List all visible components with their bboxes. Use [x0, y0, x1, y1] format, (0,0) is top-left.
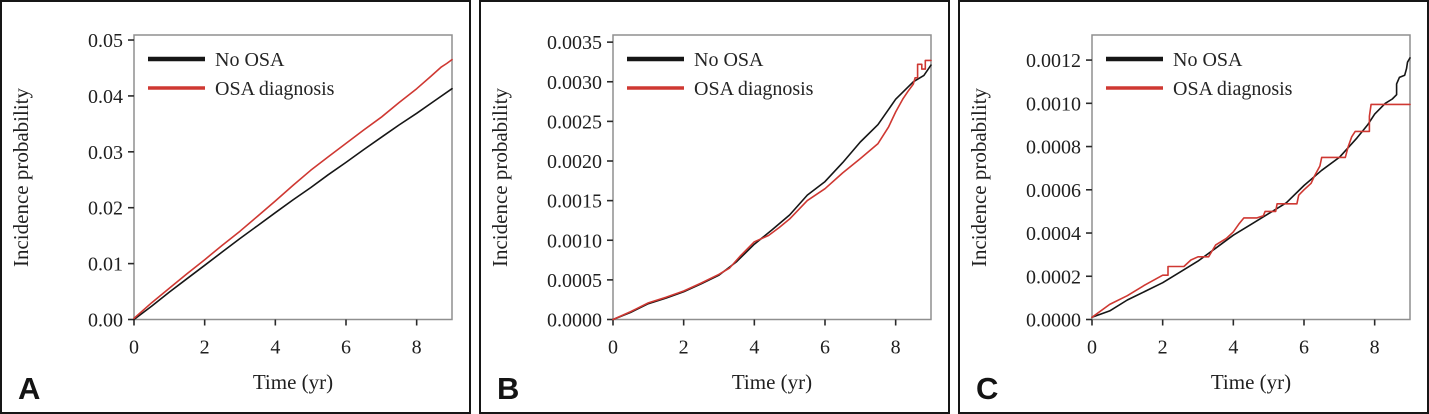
- x-tick-label: 2: [679, 337, 689, 359]
- x-tick-label: 4: [749, 337, 759, 359]
- panel-letter-a: A: [18, 371, 41, 406]
- y-tick-label: 0.0010: [1026, 93, 1081, 115]
- x-tick-label: 4: [270, 337, 280, 359]
- y-tick-label: 0.01: [88, 254, 123, 276]
- series-osa-diagnosis: [612, 59, 932, 321]
- y-tick-label: 0.05: [88, 30, 123, 52]
- y-tick-label: 0.0025: [547, 111, 602, 133]
- x-tick-label: 6: [1299, 337, 1309, 359]
- series-osa-diagnosis: [133, 58, 453, 320]
- legend-label-osa-diagnosis: OSA diagnosis: [694, 78, 814, 100]
- y-tick-label: 0.0000: [1026, 310, 1081, 332]
- legend: No OSA OSA diagnosis: [627, 49, 814, 100]
- series-no-osa: [1091, 57, 1411, 319]
- panel-c: Incidence probability 0.0000 0.0002 0.0004…: [958, 0, 1429, 414]
- x-axis: 0 2 4 6 8: [129, 319, 422, 359]
- y-tick-label: 0.00: [88, 310, 123, 332]
- x-tick-label: 0: [129, 337, 139, 359]
- series-no-osa: [133, 87, 453, 321]
- y-tick-label: 0.0006: [1026, 180, 1081, 202]
- legend: No OSA OSA diagnosis: [148, 49, 335, 100]
- legend-label-no-osa: No OSA: [215, 49, 285, 71]
- chart-panel-b: 0.0000 0.0005 0.0010 0.0015 0.0020 0.0025 0.00…: [547, 32, 932, 394]
- x-axis: 0 2 4 6 8: [608, 319, 901, 359]
- x-tick-label: 6: [820, 337, 830, 359]
- legend: No OSA OSA diagnosis: [1106, 49, 1293, 100]
- y-tick-label: 0.0035: [547, 32, 602, 54]
- plot-box: [612, 34, 932, 321]
- series-no-osa: [612, 64, 932, 321]
- y-tick-label: 0.0005: [547, 270, 602, 292]
- panel-letter-b: B: [497, 371, 520, 406]
- y-axis: 0.0000 0.0005 0.0010 0.0015 0.0020 0.0025 0.00…: [547, 32, 613, 332]
- x-tick-label: 4: [1228, 337, 1238, 359]
- y-tick-label: 0.04: [88, 86, 123, 108]
- legend-label-osa-diagnosis: OSA diagnosis: [215, 78, 335, 100]
- panel-a: Incidence probability 0.00 0.01 0.02 0.03 0.…: [0, 0, 471, 414]
- legend-label-no-osa: No OSA: [1173, 49, 1243, 71]
- x-axis-title: Time (yr): [1211, 370, 1291, 394]
- x-tick-label: 2: [200, 337, 210, 359]
- x-tick-label: 8: [1370, 337, 1380, 359]
- y-tick-label: 0.0008: [1026, 137, 1081, 159]
- legend-label-osa-diagnosis: OSA diagnosis: [1173, 78, 1293, 100]
- panel-b: Incidence probability 0.0000 0.0005 0.0010…: [479, 0, 950, 414]
- y-tick-label: 0.0020: [547, 151, 602, 173]
- y-tick-label: 0.0015: [547, 191, 602, 213]
- x-axis-title: Time (yr): [253, 370, 333, 394]
- y-tick-label: 0.02: [88, 198, 123, 220]
- x-tick-label: 6: [341, 337, 351, 359]
- y-tick-label: 0.0030: [547, 72, 602, 94]
- x-tick-label: 0: [1087, 337, 1097, 359]
- y-tick-label: 0.0012: [1026, 50, 1081, 72]
- x-axis: 0 2 4 6 8: [1087, 319, 1380, 359]
- y-tick-label: 0.0010: [547, 230, 602, 252]
- y-tick-label: 0.0000: [547, 310, 602, 332]
- x-tick-label: 0: [608, 337, 618, 359]
- chart-panel-c: 0.0000 0.0002 0.0004 0.0006 0.0008 0.0010 0.00…: [1026, 34, 1411, 394]
- plot-box: [133, 34, 453, 321]
- series-osa-diagnosis: [1091, 103, 1411, 319]
- y-axis: 0.00 0.01 0.02 0.03 0.04 0.05: [88, 30, 134, 332]
- y-axis: 0.0000 0.0002 0.0004 0.0006 0.0008 0.0010 0.00…: [1026, 50, 1092, 332]
- x-tick-label: 8: [412, 337, 422, 359]
- y-tick-label: 0.03: [88, 142, 123, 164]
- y-tick-label: 0.0004: [1026, 223, 1081, 245]
- x-tick-label: 8: [891, 337, 901, 359]
- legend-label-no-osa: No OSA: [694, 49, 764, 71]
- x-axis-title: Time (yr): [732, 370, 812, 394]
- panel-letter-c: C: [976, 371, 999, 406]
- y-tick-label: 0.0002: [1026, 266, 1081, 288]
- plot-box: [1091, 34, 1411, 321]
- chart-panel-a: 0.00 0.01 0.02 0.03 0.04 0.05 0 2 4 6 8 Time (yr) No…: [88, 30, 453, 394]
- x-tick-label: 2: [1158, 337, 1168, 359]
